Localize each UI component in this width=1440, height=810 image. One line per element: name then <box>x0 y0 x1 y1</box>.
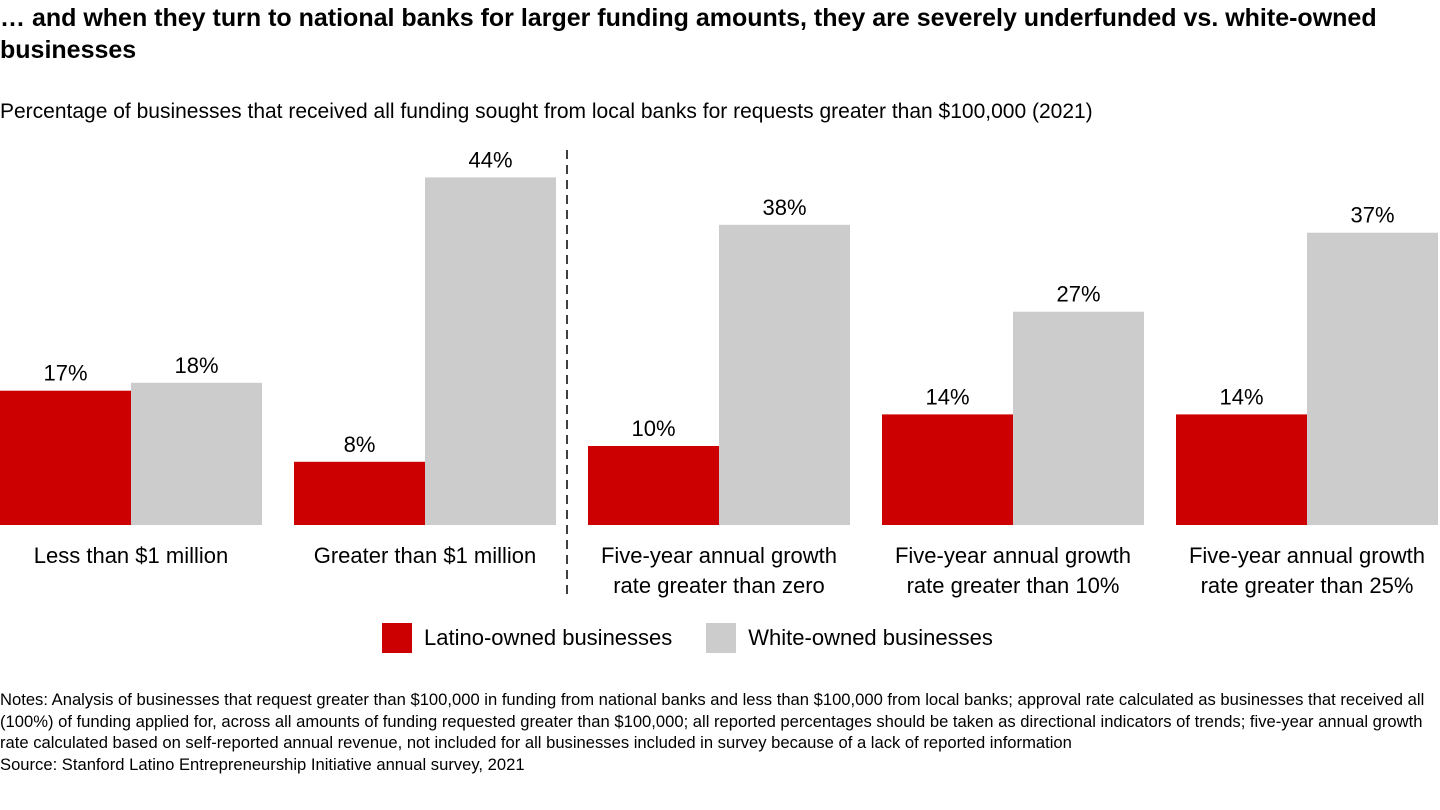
chart-title: … and when they turn to national banks f… <box>0 4 1377 64</box>
category-label-3-line-1: rate greater than 10% <box>907 573 1120 598</box>
source-text: Source: Stanford Latino Entrepreneurship… <box>0 754 525 774</box>
bar-latino-3 <box>882 414 1013 525</box>
data-label-white-1: 44% <box>468 147 512 172</box>
category-label-2-line-1: rate greater than zero <box>613 573 825 598</box>
data-label-white-3: 27% <box>1056 282 1100 307</box>
legend-item-latino: Latino-owned businesses <box>382 623 672 653</box>
bar-latino-0 <box>0 390 131 525</box>
bar-white-1 <box>425 177 556 525</box>
footnotes: Notes: Analysis of businesses that reque… <box>0 689 1440 775</box>
legend-label-latino: Latino-owned businesses <box>424 625 673 650</box>
bar-latino-4 <box>1176 414 1307 525</box>
category-label-1-line-0: Greater than $1 million <box>314 543 537 568</box>
data-label-latino-2: 10% <box>631 416 675 441</box>
category-label-0-line-0: Less than $1 million <box>34 543 228 568</box>
bar-latino-1 <box>294 461 425 525</box>
data-label-latino-1: 8% <box>344 432 376 457</box>
bar-white-4 <box>1307 232 1438 525</box>
bar-white-0 <box>131 382 262 525</box>
bar-white-2 <box>719 224 850 526</box>
data-label-latino-0: 17% <box>43 361 87 386</box>
category-label-4-line-0: Five-year annual growth <box>1189 543 1425 568</box>
legend-swatch-white <box>706 623 737 653</box>
bar-chart: 17% 18% Less than $1 million 8% 44% Greater t… <box>0 147 1438 598</box>
category-label-4-line-1: rate greater than 25% <box>1201 573 1414 598</box>
data-label-latino-3: 14% <box>925 384 969 409</box>
legend-item-white: White-owned businesses <box>706 623 993 653</box>
category-label-2-line-0: Five-year annual growth <box>601 543 837 568</box>
data-label-white-0: 18% <box>174 353 218 378</box>
data-label-latino-4: 14% <box>1219 384 1263 409</box>
notes-text: Notes: Analysis of businesses that reque… <box>0 690 1425 752</box>
chart-legend: Latino-owned businesses White-owned busi… <box>382 622 1027 654</box>
legend-swatch-latino <box>382 623 412 653</box>
data-label-white-4: 37% <box>1350 203 1394 228</box>
chart-subtitle: Percentage of businesses that received a… <box>0 100 1093 123</box>
data-label-white-2: 38% <box>762 195 806 220</box>
category-label-3-line-0: Five-year annual growth <box>895 543 1131 568</box>
bar-latino-2 <box>588 446 719 525</box>
legend-label-white: White-owned businesses <box>748 625 993 650</box>
bar-white-3 <box>1013 311 1144 525</box>
